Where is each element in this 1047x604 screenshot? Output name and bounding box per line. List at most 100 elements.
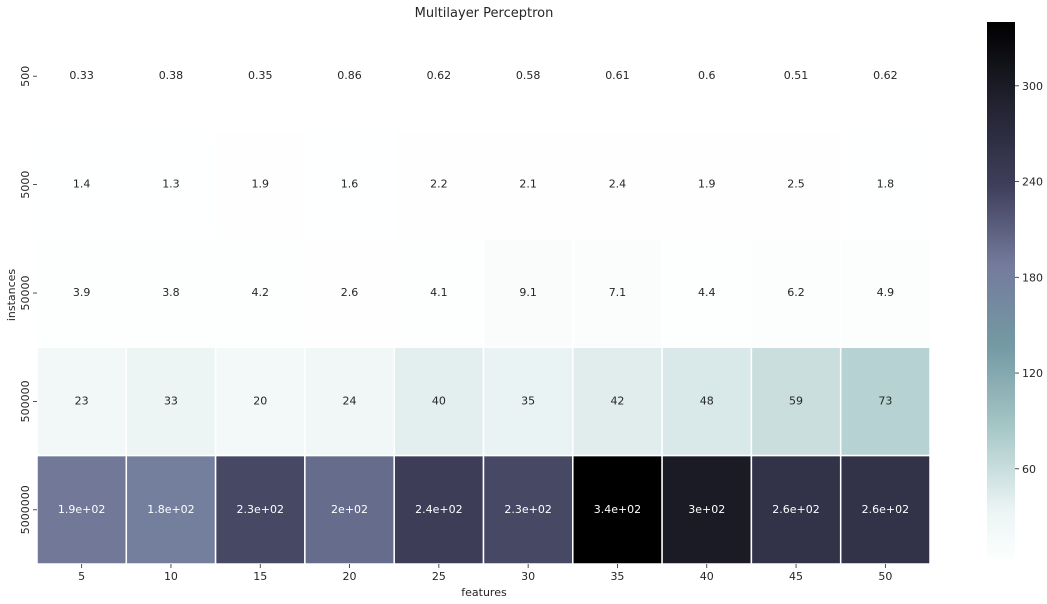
heatmap-cell <box>125 238 217 348</box>
x-tick-label: 15 <box>253 570 267 583</box>
cell-value-label: 1.9e+02 <box>58 503 105 516</box>
heatmap-cell <box>661 346 753 457</box>
x-axis-label: features <box>461 586 507 599</box>
cell-value-label: 1.3 <box>162 178 180 191</box>
cell-value-label: 2e+02 <box>331 503 368 516</box>
cell-value-label: 6.2 <box>787 286 805 299</box>
cell-value-label: 24 <box>343 394 357 407</box>
heatmap-cell <box>661 129 753 240</box>
cell-value-label: 0.61 <box>605 69 630 82</box>
heatmap-cells <box>36 21 931 565</box>
y-tick-label: 500 <box>19 66 32 87</box>
x-tick-label: 50 <box>878 570 892 583</box>
x-tick-label: 25 <box>432 570 446 583</box>
cell-value-label: 7.1 <box>609 286 627 299</box>
cell-value-label: 1.9 <box>252 178 270 191</box>
heatmap-cell <box>36 21 128 132</box>
heatmap-cell <box>36 238 128 348</box>
cell-value-label: 0.62 <box>873 69 898 82</box>
cell-value-label: 42 <box>610 394 624 407</box>
colorbar <box>987 22 1015 564</box>
x-axis-ticks: 5 10 15 20 25 30 35 40 45 50 <box>78 564 892 583</box>
heatmap-cell <box>572 346 663 457</box>
heatmap-cell <box>750 238 842 348</box>
heatmap-cell <box>393 238 485 348</box>
cell-value-label: 2.5 <box>787 178 805 191</box>
chart-title: Multilayer Perceptron <box>415 6 554 21</box>
heatmap-cell <box>214 21 306 132</box>
cell-value-label: 4.4 <box>698 286 716 299</box>
heatmap-cell <box>482 454 574 565</box>
heatmap-cell <box>839 129 931 240</box>
x-tick-label: 45 <box>789 570 803 583</box>
cell-value-label: 1.4 <box>73 178 91 191</box>
cell-value-label: 1.8 <box>877 178 895 191</box>
heatmap-cell <box>750 454 842 565</box>
heatmap-cell <box>214 238 306 348</box>
cell-value-label: 2.4e+02 <box>415 503 462 516</box>
cell-value-label: 2.6e+02 <box>772 503 819 516</box>
cell-value-label: 3e+02 <box>688 503 725 516</box>
heatmap-cell <box>661 21 753 132</box>
cell-value-label: 0.38 <box>159 69 184 82</box>
heatmap-cell <box>572 129 663 240</box>
x-tick-label: 10 <box>164 570 178 583</box>
y-tick-label: 50000 <box>19 276 32 311</box>
colorbar-tick-label: 60 <box>1022 463 1036 476</box>
heatmap-cell <box>750 129 842 240</box>
y-axis-label: instances <box>5 269 18 322</box>
colorbar-tick-label: 180 <box>1022 271 1043 284</box>
x-tick-label: 30 <box>521 570 535 583</box>
y-axis-ticks: 500 5000 50000 500000 5000000 <box>19 66 37 534</box>
cell-value-label: 3.8 <box>162 286 180 299</box>
cell-value-label: 0.51 <box>784 69 809 82</box>
cell-value-label: 48 <box>700 394 714 407</box>
heatmap-cell <box>839 346 931 457</box>
cell-value-label: 33 <box>164 394 178 407</box>
heatmap-cell <box>572 238 663 348</box>
cell-value-label: 23 <box>75 394 89 407</box>
cell-value-label: 35 <box>521 394 535 407</box>
heatmap-cell <box>839 238 931 348</box>
cell-value-label: 4.9 <box>877 286 895 299</box>
heatmap-cell <box>393 454 485 565</box>
cell-value-label: 40 <box>432 394 446 407</box>
cell-value-label: 3.4e+02 <box>594 503 641 516</box>
cell-value-label: 2.6 <box>341 286 359 299</box>
cell-value-label: 1.8e+02 <box>147 503 194 516</box>
cell-value-label: 4.1 <box>430 286 448 299</box>
cell-value-label: 2.2 <box>430 178 448 191</box>
heatmap-cell <box>125 454 217 565</box>
x-tick-label: 40 <box>700 570 714 583</box>
cell-value-label: 9.1 <box>519 286 537 299</box>
colorbar-tick-label: 300 <box>1022 80 1043 93</box>
heatmap-cell <box>572 454 663 565</box>
heatmap-cell <box>36 346 128 457</box>
cell-value-label: 0.35 <box>248 69 273 82</box>
heatmap-cell <box>304 129 395 240</box>
cell-value-label: 73 <box>878 394 892 407</box>
heatmap-cell <box>839 21 931 132</box>
cell-value-label: 3.9 <box>73 286 91 299</box>
cell-value-label: 2.1 <box>519 178 537 191</box>
heatmap-cell <box>661 454 753 565</box>
cell-value-label: 2.3e+02 <box>504 503 551 516</box>
cell-value-label: 20 <box>253 394 267 407</box>
x-tick-label: 5 <box>78 570 85 583</box>
cell-value-label: 1.6 <box>341 178 359 191</box>
heatmap-cell <box>482 346 574 457</box>
heatmap-cell <box>482 129 574 240</box>
cell-value-label: 1.9 <box>698 178 716 191</box>
cell-value-label: 4.2 <box>252 286 270 299</box>
heatmap-cell <box>750 346 842 457</box>
cell-value-label: 2.3e+02 <box>237 503 284 516</box>
colorbar-tick-label: 240 <box>1022 176 1043 189</box>
heatmap-cell <box>214 454 306 565</box>
y-tick-label: 5000 <box>19 171 32 199</box>
heatmap-cell-labels: 0.33 0.38 0.35 0.86 0.62 0.58 0.61 0.6 0.51 0.62 1… <box>58 69 909 516</box>
heatmap-cell <box>125 21 217 132</box>
cell-value-label: 59 <box>789 394 803 407</box>
cell-value-label: 2.4 <box>609 178 627 191</box>
x-tick-label: 20 <box>343 570 357 583</box>
